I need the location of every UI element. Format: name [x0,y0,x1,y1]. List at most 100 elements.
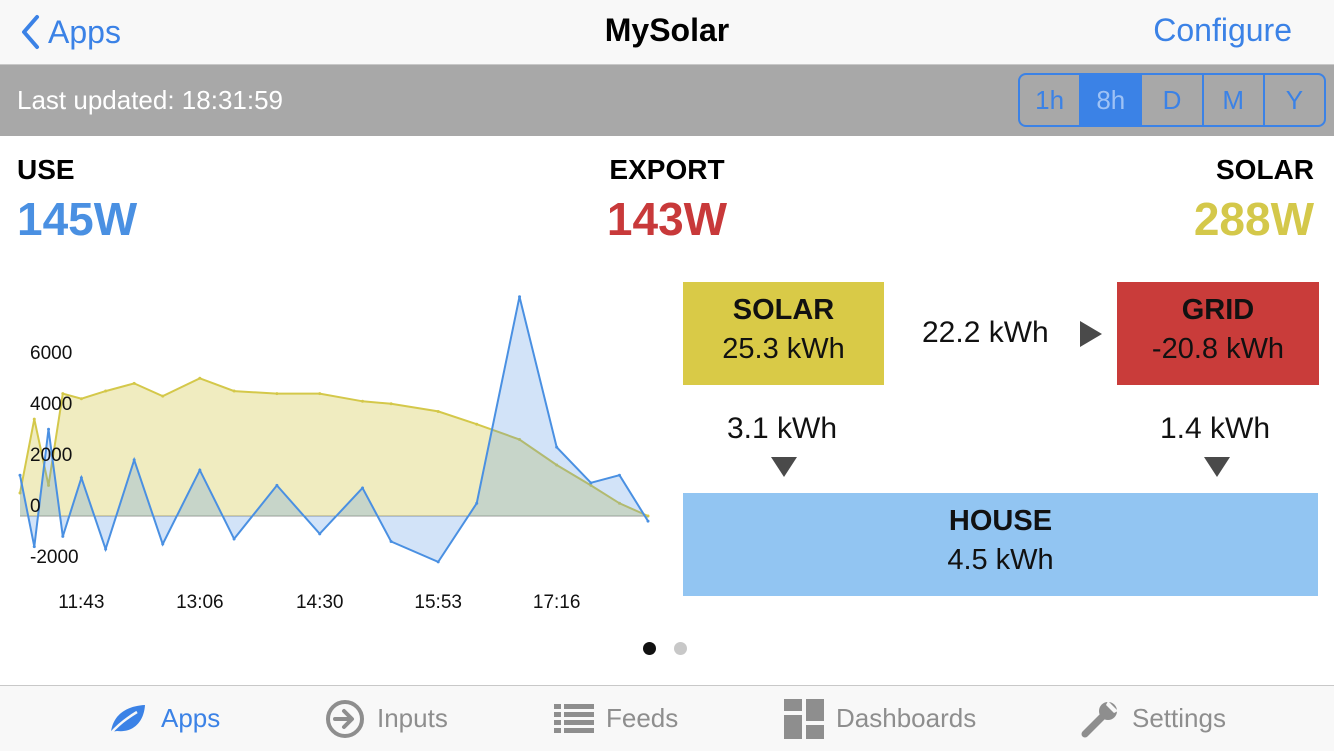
page-title: MySolar [604,12,730,48]
dashboard-icon [784,698,824,739]
last-updated-text: Last updated: 18:31:59 [17,85,284,115]
data-point [198,376,202,380]
data-point [232,537,236,541]
data-point [32,417,36,421]
back-label: Apps [48,13,121,50]
range-day-button[interactable]: D [1140,75,1201,125]
arrow-circle-icon [326,699,364,738]
page-indicator[interactable] [643,642,687,655]
data-point [646,519,650,523]
configure-button[interactable]: Configure [1153,12,1292,48]
grid-box-value: -20.8 kWh [1151,333,1285,365]
navigation-bar: Apps MySolar Configure [0,0,1334,65]
data-point [79,397,83,401]
time-range-selector: 1h 8h D M Y [1018,73,1326,127]
house-box: HOUSE 4.5 kWh [683,493,1318,596]
tab-bar: Apps Inputs Feeds Dashboards Settings [0,685,1334,751]
use-value: 145W [17,193,138,245]
data-point [47,427,51,431]
data-point [518,295,522,299]
data-point [475,501,479,505]
data-point [104,389,108,393]
tab-label: Apps [161,703,221,733]
use-label: USE [17,154,75,185]
data-point [318,532,322,536]
tab-label: Inputs [377,703,448,733]
range-1h-button[interactable]: 1h [1035,84,1065,115]
chevron-left-icon [22,15,39,49]
grid-to-house-value: 1.4 kWh [1160,412,1271,445]
data-point [361,399,365,403]
y-tick-label: 4000 [30,394,72,415]
data-point [389,402,393,406]
x-tick-label: 13:06 [176,592,224,613]
data-point [104,547,108,551]
tab-feeds[interactable]: Feeds [554,686,678,751]
data-point [589,481,593,485]
data-point [275,392,279,396]
range-year-button[interactable]: Y [1262,75,1324,125]
data-point [132,381,136,385]
range-month-button[interactable]: M [1201,75,1263,125]
data-point [518,438,522,441]
solar-box: SOLAR 25.3 kWh [683,282,884,385]
solar-to-grid-value: 22.2 kWh [922,316,1049,349]
leaf-icon [110,704,145,734]
tab-label: Dashboards [836,703,977,733]
data-point [161,542,165,546]
solar-to-house-value: 3.1 kWh [727,412,838,445]
data-point [61,392,65,396]
list-icon [554,703,594,733]
grid-box-label: GRID [1181,294,1255,326]
export-stat: EXPORT 143W [528,154,806,246]
y-tick-label: 6000 [30,343,72,364]
page-dot[interactable] [674,642,687,655]
data-point [18,491,22,495]
data-point [32,545,36,549]
data-point [555,445,559,449]
back-button[interactable]: Apps [20,10,121,54]
range-8h-button[interactable]: 8h [1079,75,1141,125]
data-point [475,422,479,426]
tab-apps[interactable]: Apps [107,686,220,751]
power-chart[interactable]: 6000 4000 2000 0 -2000 11:43 13:06 14:30 15:53 17… [0,280,660,620]
x-tick-label: 11:43 [58,592,104,613]
data-point [589,483,593,487]
arrow-down-icon [1204,457,1230,477]
house-box-value: 4.5 kWh [947,544,1054,576]
solar-value: 288W [1193,193,1314,245]
data-point [318,392,322,396]
solar-label: SOLAR [1216,154,1314,185]
data-point [61,534,65,538]
data-point [132,458,136,462]
status-bar: Last updated: 18:31:59 1h 8h D M Y [0,65,1334,136]
tab-settings[interactable]: Settings [1080,686,1226,751]
data-point [389,540,393,543]
arrow-right-icon [1080,321,1102,347]
data-point [617,473,621,477]
data-point [79,476,83,480]
solar-box-value: 25.3 kWh [722,333,845,365]
data-point [232,389,236,393]
arrow-down-icon [771,457,797,477]
y-tick-label: 0 [30,496,41,517]
y-tick-label: 2000 [30,445,72,466]
page-dot[interactable] [643,642,656,655]
data-point [198,468,202,472]
wrench-icon [1081,700,1118,737]
use-stat: USE 145W [17,154,137,246]
data-point [275,483,279,487]
series-area [20,378,648,516]
tab-label: Settings [1132,703,1226,733]
tab-inputs[interactable]: Inputs [325,686,448,751]
data-point [361,486,365,490]
y-tick-label: -2000 [30,547,79,568]
x-tick-label: 15:53 [414,592,462,613]
grid-box: GRID -20.8 kWh [1117,282,1319,385]
solar-stat: SOLAR 288W [1194,154,1314,246]
series-area [20,296,648,562]
tab-dashboards[interactable]: Dashboards [784,686,976,751]
data-point [161,394,165,398]
x-tick-label: 14:30 [296,592,344,613]
data-point [436,409,440,413]
